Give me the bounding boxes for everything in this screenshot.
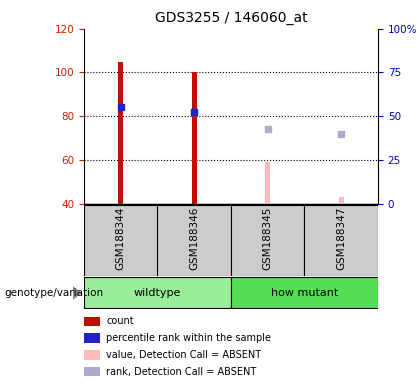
Bar xyxy=(84,333,100,343)
Text: wildtype: wildtype xyxy=(134,288,181,298)
Bar xyxy=(84,205,158,276)
Bar xyxy=(339,197,344,204)
Title: GDS3255 / 146060_at: GDS3255 / 146060_at xyxy=(155,11,307,25)
Bar xyxy=(231,277,378,308)
Bar xyxy=(231,205,304,276)
Bar xyxy=(84,367,100,376)
Text: percentile rank within the sample: percentile rank within the sample xyxy=(106,333,271,343)
Text: GSM188347: GSM188347 xyxy=(336,207,346,270)
Text: genotype/variation: genotype/variation xyxy=(4,288,103,298)
Point xyxy=(118,104,124,111)
Text: value, Detection Call = ABSENT: value, Detection Call = ABSENT xyxy=(106,350,261,360)
Text: count: count xyxy=(106,316,134,326)
Text: GSM188345: GSM188345 xyxy=(263,207,273,270)
Bar xyxy=(118,61,123,204)
Bar xyxy=(84,350,100,360)
Bar xyxy=(84,317,100,326)
Text: GSM188346: GSM188346 xyxy=(189,207,199,270)
Bar xyxy=(304,205,378,276)
Bar xyxy=(158,205,231,276)
Bar xyxy=(265,162,270,204)
Bar xyxy=(192,73,197,204)
Text: GSM188344: GSM188344 xyxy=(116,207,126,270)
Bar xyxy=(84,277,231,308)
Text: how mutant: how mutant xyxy=(271,288,338,298)
Point xyxy=(265,126,271,132)
Point xyxy=(338,131,344,137)
Text: rank, Detection Call = ABSENT: rank, Detection Call = ABSENT xyxy=(106,367,256,377)
Polygon shape xyxy=(73,286,81,300)
Point xyxy=(191,109,197,115)
